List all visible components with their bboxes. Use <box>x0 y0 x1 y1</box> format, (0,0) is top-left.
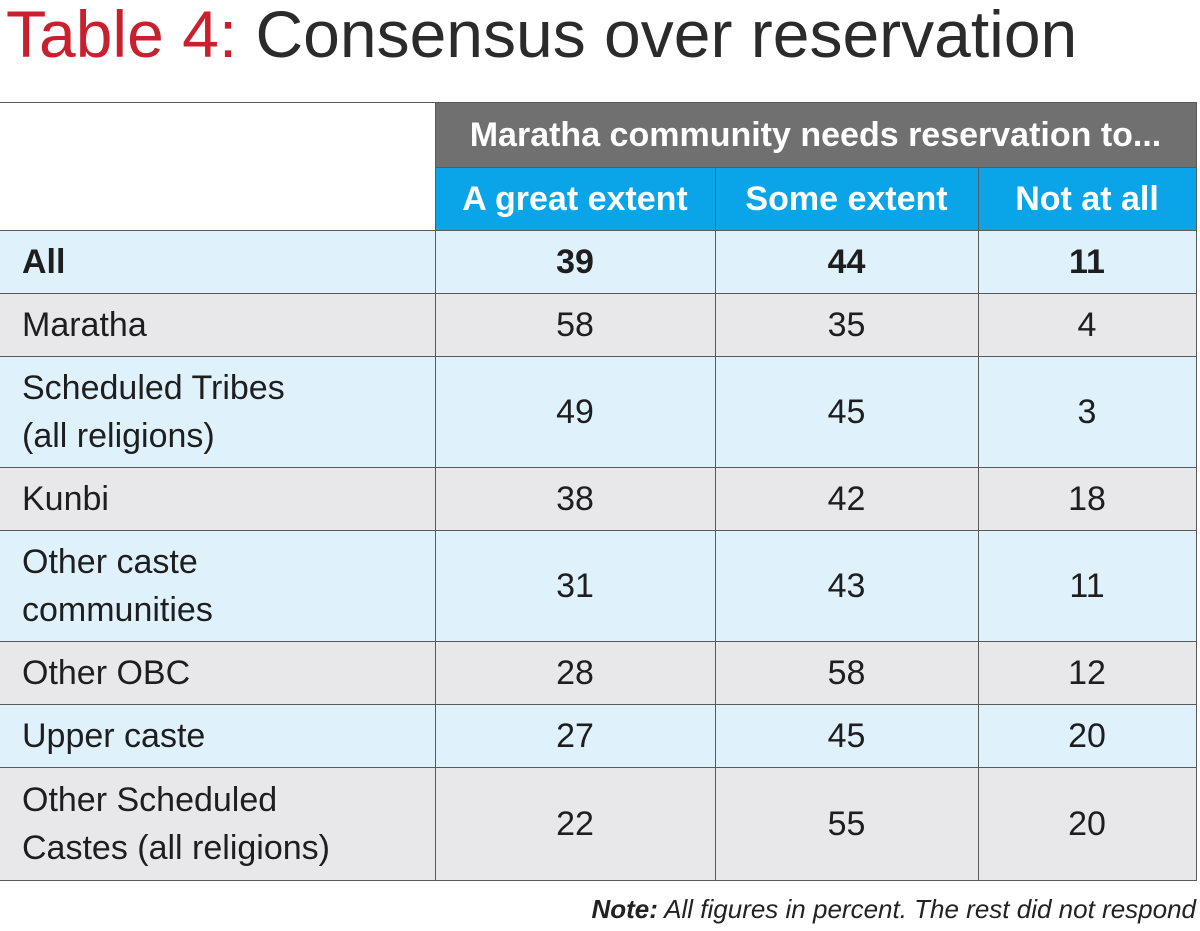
cell-some-extent: 45 <box>714 356 979 468</box>
row-label-line: (all religions) <box>22 417 215 455</box>
cell-not-at-all: 20 <box>977 704 1197 768</box>
group-header: Maratha community needs reservation to..… <box>434 102 1197 168</box>
table-row: Scheduled Tribes (all religions) 49 45 3 <box>0 356 1197 468</box>
cell-not-at-all: 18 <box>977 467 1197 531</box>
table-row: Maratha 58 35 4 <box>0 293 1197 357</box>
table-row: Other Scheduled Castes (all religions) 22… <box>0 767 1197 881</box>
cell-great-extent: 39 <box>434 230 716 294</box>
cell-some-extent: 35 <box>714 293 979 357</box>
row-label-line: Castes (all religions) <box>22 829 330 867</box>
row-label-line: Other caste <box>22 543 198 581</box>
cell-great-extent: 22 <box>434 767 716 881</box>
cell-great-extent: 38 <box>434 467 716 531</box>
column-header: Some extent <box>714 167 979 231</box>
column-header: A great extent <box>434 167 716 231</box>
row-label-line: communities <box>22 591 213 629</box>
cell-great-extent: 58 <box>434 293 716 357</box>
cell-not-at-all: 11 <box>977 530 1197 642</box>
cell-some-extent: 42 <box>714 467 979 531</box>
corner-cell <box>0 102 436 231</box>
cell-some-extent: 45 <box>714 704 979 768</box>
cell-not-at-all: 4 <box>977 293 1197 357</box>
row-label-line: Scheduled Tribes <box>22 369 285 407</box>
note-label: Note: <box>591 894 658 924</box>
table-row: All 39 44 11 <box>0 230 1197 294</box>
table-row: Other caste communities 31 43 11 <box>0 530 1197 642</box>
row-label-line: Other Scheduled <box>22 781 278 819</box>
cell-not-at-all: 12 <box>977 641 1197 705</box>
table-title: Table 4: Consensus over reservation <box>6 0 1077 74</box>
cell-not-at-all: 3 <box>977 356 1197 468</box>
row-label: Maratha <box>0 293 436 357</box>
row-label: Other caste communities <box>0 530 436 642</box>
row-label: Other Scheduled Castes (all religions) <box>0 767 436 881</box>
cell-great-extent: 31 <box>434 530 716 642</box>
cell-great-extent: 28 <box>434 641 716 705</box>
cell-some-extent: 43 <box>714 530 979 642</box>
table-row: Upper caste 27 45 20 <box>0 704 1197 768</box>
table-row: Other OBC 28 58 12 <box>0 641 1197 705</box>
cell-great-extent: 49 <box>434 356 716 468</box>
cell-not-at-all: 11 <box>977 230 1197 294</box>
cell-some-extent: 55 <box>714 767 979 881</box>
cell-some-extent: 44 <box>714 230 979 294</box>
table-row: Kunbi 38 42 18 <box>0 467 1197 531</box>
cell-great-extent: 27 <box>434 704 716 768</box>
note-text: All figures in percent. The rest did not… <box>657 894 1196 924</box>
row-label: Upper caste <box>0 704 436 768</box>
column-header: Not at all <box>977 167 1197 231</box>
row-label: Kunbi <box>0 467 436 531</box>
row-label: All <box>0 230 436 294</box>
data-table: Maratha community needs reservation to..… <box>0 102 1197 881</box>
cell-not-at-all: 20 <box>977 767 1197 881</box>
footnote: Note: All figures in percent. The rest d… <box>591 894 1196 925</box>
cell-some-extent: 58 <box>714 641 979 705</box>
title-prefix: Table 4: <box>6 0 238 71</box>
row-label: Scheduled Tribes (all religions) <box>0 356 436 468</box>
title-main: Consensus over reservation <box>255 0 1078 71</box>
row-label: Other OBC <box>0 641 436 705</box>
